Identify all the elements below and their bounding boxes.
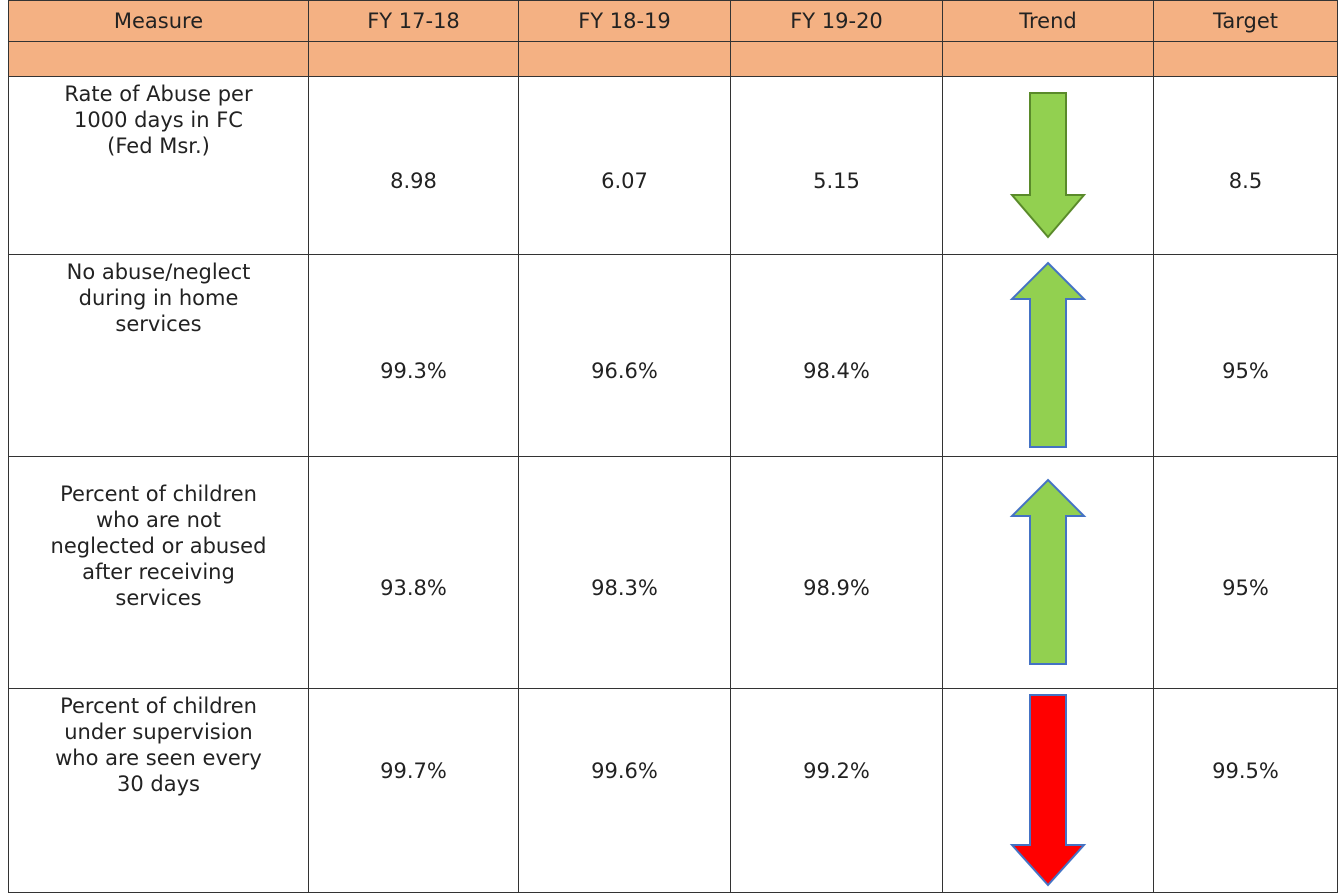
value: 99.3% bbox=[308, 254, 519, 457]
value: 5.15 bbox=[730, 76, 943, 255]
trend bbox=[942, 688, 1154, 893]
blank-row bbox=[8, 41, 1338, 77]
header-cell: Trend bbox=[942, 0, 1154, 42]
value: 98.9% bbox=[730, 456, 943, 689]
header-cell: Target bbox=[1153, 0, 1338, 42]
value: 99.7% bbox=[308, 688, 519, 893]
measure: No abuse/neglect during in home services bbox=[8, 254, 309, 457]
trend bbox=[942, 254, 1154, 457]
row: Rate of Abuse per 1000 days in FC (Fed M… bbox=[8, 76, 1338, 255]
target: 8.5 bbox=[1153, 76, 1338, 255]
measure: Rate of Abuse per 1000 days in FC (Fed M… bbox=[8, 76, 309, 255]
value: 93.8% bbox=[308, 456, 519, 689]
arrow-up-green bbox=[1009, 478, 1087, 665]
value: 96.6% bbox=[518, 254, 731, 457]
header-cell: FY 17-18 bbox=[308, 0, 519, 42]
value: 98.3% bbox=[518, 456, 731, 689]
arrow-up-green bbox=[1009, 261, 1087, 448]
measure: Percent of children who are not neglecte… bbox=[8, 456, 309, 689]
header-cell: FY 18-19 bbox=[518, 0, 731, 42]
value: 99.2% bbox=[730, 688, 943, 893]
header-cell: Measure bbox=[8, 0, 309, 42]
value: 98.4% bbox=[730, 254, 943, 457]
row: Percent of children under supervision wh… bbox=[8, 688, 1338, 893]
trend bbox=[942, 456, 1154, 689]
header-cell: FY 19-20 bbox=[730, 0, 943, 42]
arrow-down-green bbox=[1009, 91, 1087, 239]
value: 8.98 bbox=[308, 76, 519, 255]
arrow-down-red bbox=[1009, 693, 1087, 886]
value: 99.6% bbox=[518, 688, 731, 893]
target: 95% bbox=[1153, 254, 1338, 457]
measure: Percent of children under supervision wh… bbox=[8, 688, 309, 893]
row: Percent of children who are not neglecte… bbox=[8, 456, 1338, 689]
trend bbox=[942, 76, 1154, 255]
target: 95% bbox=[1153, 456, 1338, 689]
target: 99.5% bbox=[1153, 688, 1338, 893]
value: 6.07 bbox=[518, 76, 731, 255]
header-row: Measure FY 17-18 FY 18-19 FY 19-20 Trend… bbox=[8, 0, 1338, 42]
data-table: Measure FY 17-18 FY 18-19 FY 19-20 Trend… bbox=[8, 0, 1338, 893]
row: No abuse/neglect during in home services… bbox=[8, 254, 1338, 457]
